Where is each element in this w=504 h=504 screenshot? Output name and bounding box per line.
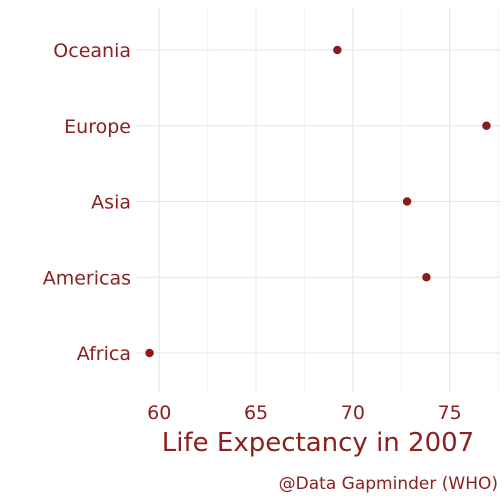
data-point xyxy=(402,197,412,206)
grid-lines xyxy=(136,8,500,392)
data-point xyxy=(422,273,431,282)
category-label: Americas xyxy=(43,267,131,289)
data-point xyxy=(145,348,154,358)
category-label: Asia xyxy=(91,192,131,214)
x-tick-label: 65 xyxy=(244,402,268,424)
category-label: Oceania xyxy=(53,40,131,62)
category-labels: Africa Americas Asia Europe Oceania xyxy=(43,40,131,365)
x-tick-labels: 60 65 70 75 xyxy=(147,402,462,424)
data-point xyxy=(333,45,342,55)
chart-caption: @Data Gapminder (WHO) xyxy=(279,474,498,494)
x-tick-label: 60 xyxy=(147,402,171,424)
x-tick-label: 75 xyxy=(438,402,462,424)
x-axis-title: Life Expectancy in 2007 xyxy=(162,428,474,458)
data-point xyxy=(482,121,491,130)
data-points xyxy=(145,45,491,358)
x-tick-label: 70 xyxy=(341,402,365,424)
category-label: Europe xyxy=(64,116,131,138)
category-label: Africa xyxy=(77,343,131,365)
